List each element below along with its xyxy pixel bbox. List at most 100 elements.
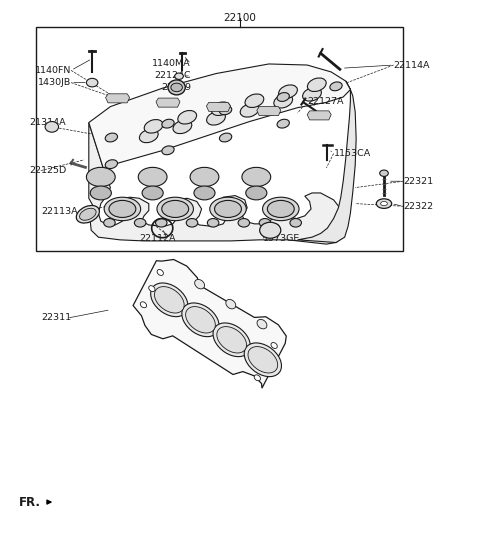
Polygon shape	[106, 94, 130, 103]
Bar	[36, 27, 403, 251]
Text: FR.: FR.	[19, 496, 41, 508]
Ellipse shape	[178, 110, 197, 124]
Ellipse shape	[195, 279, 204, 289]
Ellipse shape	[162, 200, 189, 217]
Ellipse shape	[157, 270, 163, 276]
Ellipse shape	[277, 93, 289, 101]
Ellipse shape	[162, 119, 174, 128]
Ellipse shape	[259, 219, 271, 227]
Ellipse shape	[86, 78, 98, 87]
Ellipse shape	[257, 319, 267, 329]
Polygon shape	[156, 98, 180, 107]
Text: 22114A: 22114A	[394, 61, 430, 69]
Ellipse shape	[210, 197, 246, 221]
Ellipse shape	[139, 129, 158, 143]
Ellipse shape	[171, 83, 182, 92]
Text: 1140FN: 1140FN	[35, 66, 71, 75]
Ellipse shape	[274, 94, 293, 108]
Ellipse shape	[105, 160, 118, 168]
Ellipse shape	[182, 303, 219, 337]
Polygon shape	[89, 123, 346, 244]
Ellipse shape	[302, 87, 322, 101]
Ellipse shape	[242, 167, 271, 187]
Ellipse shape	[381, 201, 387, 206]
Ellipse shape	[219, 106, 232, 115]
Ellipse shape	[215, 200, 241, 217]
Ellipse shape	[380, 170, 388, 176]
Ellipse shape	[260, 222, 281, 238]
Ellipse shape	[206, 111, 226, 125]
Text: 1430JB: 1430JB	[38, 78, 71, 87]
Ellipse shape	[173, 120, 192, 134]
Text: 22100: 22100	[224, 13, 256, 22]
Text: 22113A: 22113A	[41, 207, 77, 216]
Text: 21314A: 21314A	[29, 118, 65, 127]
Ellipse shape	[248, 346, 278, 373]
Ellipse shape	[104, 219, 115, 227]
Ellipse shape	[245, 94, 264, 108]
Ellipse shape	[194, 186, 215, 200]
Polygon shape	[133, 260, 286, 388]
Ellipse shape	[186, 306, 216, 333]
Ellipse shape	[211, 102, 230, 116]
Ellipse shape	[138, 167, 167, 187]
Ellipse shape	[217, 327, 247, 353]
Ellipse shape	[213, 323, 250, 357]
Text: 22129: 22129	[161, 83, 191, 92]
Ellipse shape	[238, 219, 250, 227]
Ellipse shape	[263, 197, 299, 221]
Ellipse shape	[168, 80, 185, 95]
Ellipse shape	[267, 200, 294, 217]
Ellipse shape	[134, 219, 146, 227]
Ellipse shape	[376, 199, 392, 208]
Text: 22124C: 22124C	[155, 71, 191, 80]
Ellipse shape	[162, 146, 174, 155]
Text: 1573GE: 1573GE	[263, 234, 300, 243]
Ellipse shape	[290, 219, 301, 227]
Ellipse shape	[149, 286, 155, 292]
Ellipse shape	[219, 133, 232, 142]
Ellipse shape	[105, 133, 118, 142]
Ellipse shape	[151, 283, 188, 317]
Ellipse shape	[80, 208, 96, 220]
Ellipse shape	[104, 197, 141, 221]
Text: 22321: 22321	[403, 177, 433, 185]
Text: 22112A: 22112A	[139, 234, 176, 243]
Ellipse shape	[271, 343, 277, 349]
Ellipse shape	[45, 122, 59, 132]
Ellipse shape	[254, 375, 261, 381]
Text: 1153CA: 1153CA	[334, 149, 371, 158]
Ellipse shape	[157, 197, 193, 221]
Ellipse shape	[86, 167, 115, 187]
Polygon shape	[298, 81, 356, 243]
Ellipse shape	[175, 73, 183, 79]
Ellipse shape	[330, 82, 342, 91]
Ellipse shape	[76, 206, 99, 223]
Ellipse shape	[90, 186, 111, 200]
Ellipse shape	[186, 219, 198, 227]
Text: 1140MA: 1140MA	[153, 60, 191, 68]
Ellipse shape	[307, 78, 326, 92]
Polygon shape	[89, 64, 350, 168]
Ellipse shape	[207, 219, 219, 227]
Polygon shape	[206, 102, 230, 111]
Ellipse shape	[142, 186, 163, 200]
Ellipse shape	[156, 219, 167, 227]
Ellipse shape	[144, 119, 163, 133]
Text: 22125D: 22125D	[29, 166, 66, 175]
Polygon shape	[257, 107, 281, 116]
Ellipse shape	[109, 200, 136, 217]
Ellipse shape	[278, 85, 298, 99]
Polygon shape	[307, 111, 331, 120]
Ellipse shape	[140, 302, 146, 308]
Ellipse shape	[155, 287, 184, 313]
Text: 22127A: 22127A	[307, 97, 344, 106]
Ellipse shape	[244, 343, 281, 377]
Ellipse shape	[277, 119, 289, 128]
Text: 22322: 22322	[403, 202, 433, 211]
Text: 22311: 22311	[41, 313, 71, 322]
Ellipse shape	[246, 186, 267, 200]
Ellipse shape	[190, 167, 219, 187]
Ellipse shape	[226, 300, 236, 309]
Ellipse shape	[240, 103, 259, 117]
